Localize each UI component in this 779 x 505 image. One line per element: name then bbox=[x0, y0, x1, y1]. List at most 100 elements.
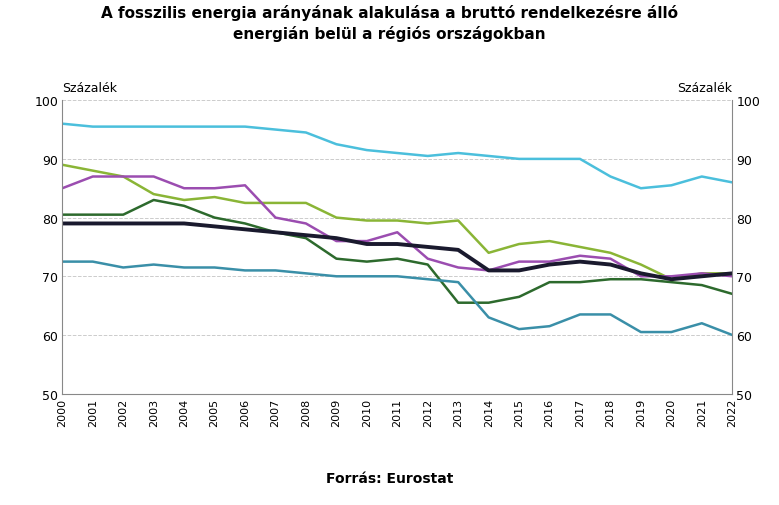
Csehország bbox=[514, 241, 523, 247]
EU27 átlag bbox=[210, 224, 219, 230]
Csehország bbox=[241, 200, 250, 207]
Line: Magyarország: Magyarország bbox=[62, 200, 732, 303]
Szlovákia bbox=[667, 329, 676, 335]
Lengyelország bbox=[210, 124, 219, 130]
Lengyelország bbox=[179, 124, 189, 130]
EU27 átlag bbox=[667, 277, 676, 283]
Szlovákia bbox=[88, 259, 97, 265]
Románia bbox=[58, 186, 67, 192]
Románia bbox=[88, 174, 97, 180]
Románia bbox=[393, 230, 402, 236]
EU27 átlag bbox=[118, 221, 128, 227]
Szlovákia bbox=[332, 274, 341, 280]
EU27 átlag bbox=[636, 271, 646, 277]
Románia bbox=[423, 256, 432, 262]
EU27 átlag bbox=[179, 221, 189, 227]
Románia bbox=[179, 186, 189, 192]
Magyarország bbox=[88, 212, 97, 218]
Románia bbox=[576, 253, 585, 259]
Románia bbox=[697, 271, 707, 277]
Románia bbox=[636, 274, 646, 280]
Szlovákia bbox=[484, 315, 493, 321]
Csehország bbox=[58, 163, 67, 169]
EU27 átlag bbox=[271, 230, 280, 236]
Magyarország bbox=[728, 291, 737, 297]
EU27 átlag bbox=[241, 227, 250, 233]
Magyarország bbox=[179, 204, 189, 210]
Csehország bbox=[545, 238, 554, 244]
EU27 átlag bbox=[149, 221, 158, 227]
Szlovákia bbox=[179, 265, 189, 271]
Románia bbox=[728, 274, 737, 280]
Magyarország bbox=[423, 262, 432, 268]
EU27 átlag bbox=[514, 268, 523, 274]
Lengyelország bbox=[271, 127, 280, 133]
Lengyelország bbox=[362, 148, 372, 154]
Line: Lengyelország: Lengyelország bbox=[62, 124, 732, 189]
Szlovákia bbox=[241, 268, 250, 274]
Magyarország bbox=[332, 256, 341, 262]
EU27 átlag bbox=[453, 247, 463, 254]
Csehország bbox=[118, 174, 128, 180]
Lengyelország bbox=[332, 142, 341, 148]
Szlovákia bbox=[58, 259, 67, 265]
Text: A fosszilis energia arányának alakulása a bruttó rendelkezésre álló
energián bel: A fosszilis energia arányának alakulása … bbox=[101, 5, 678, 42]
EU27 átlag bbox=[576, 259, 585, 265]
Magyarország bbox=[576, 280, 585, 286]
Lengyelország bbox=[636, 186, 646, 192]
Magyarország bbox=[241, 221, 250, 227]
Magyarország bbox=[545, 280, 554, 286]
Magyarország bbox=[453, 300, 463, 306]
Szlovákia bbox=[576, 312, 585, 318]
Lengyelország bbox=[88, 124, 97, 130]
Line: EU27 átlag: EU27 átlag bbox=[62, 224, 732, 280]
Lengyelország bbox=[576, 157, 585, 163]
Line: Szlovákia: Szlovákia bbox=[62, 262, 732, 335]
Csehország bbox=[697, 271, 707, 277]
Magyarország bbox=[697, 282, 707, 288]
Románia bbox=[301, 221, 311, 227]
Románia bbox=[362, 238, 372, 244]
Magyarország bbox=[58, 212, 67, 218]
Csehország bbox=[362, 218, 372, 224]
Csehország bbox=[667, 277, 676, 283]
Lengyelország bbox=[393, 150, 402, 157]
Lengyelország bbox=[301, 130, 311, 136]
Románia bbox=[118, 174, 128, 180]
Lengyelország bbox=[149, 124, 158, 130]
Szlovákia bbox=[301, 271, 311, 277]
Lengyelország bbox=[118, 124, 128, 130]
EU27 átlag bbox=[393, 241, 402, 247]
Románia bbox=[667, 274, 676, 280]
Magyarország bbox=[393, 256, 402, 262]
Szlovákia bbox=[393, 274, 402, 280]
Csehország bbox=[332, 215, 341, 221]
Magyarország bbox=[362, 259, 372, 265]
Románia bbox=[606, 256, 615, 262]
Románia bbox=[241, 183, 250, 189]
Románia bbox=[453, 265, 463, 271]
Szlovákia bbox=[545, 324, 554, 330]
Románia bbox=[149, 174, 158, 180]
Szlovákia bbox=[728, 332, 737, 338]
Line: Románia: Románia bbox=[62, 177, 732, 277]
Csehország bbox=[484, 250, 493, 257]
Csehország bbox=[271, 200, 280, 207]
Csehország bbox=[453, 218, 463, 224]
Románia bbox=[484, 268, 493, 274]
Magyarország bbox=[210, 215, 219, 221]
Magyarország bbox=[514, 294, 523, 300]
Szlovákia bbox=[697, 321, 707, 327]
EU27 átlag bbox=[606, 262, 615, 268]
Lengyelország bbox=[58, 121, 67, 127]
Lengyelország bbox=[728, 180, 737, 186]
Csehország bbox=[301, 200, 311, 207]
Szlovákia bbox=[514, 326, 523, 332]
Csehország bbox=[88, 168, 97, 174]
Szlovákia bbox=[210, 265, 219, 271]
Románia bbox=[210, 186, 219, 192]
EU27 átlag bbox=[728, 271, 737, 277]
Szlovákia bbox=[271, 268, 280, 274]
EU27 átlag bbox=[332, 236, 341, 242]
Csehország bbox=[576, 244, 585, 250]
